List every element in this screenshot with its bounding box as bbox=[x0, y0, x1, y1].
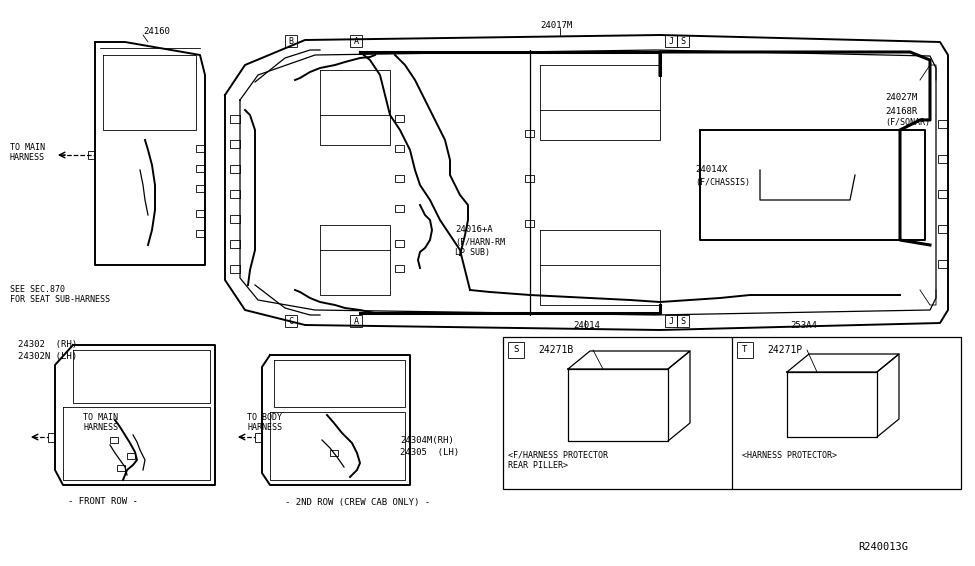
Bar bbox=[230, 240, 240, 248]
Bar bbox=[117, 465, 125, 471]
Bar bbox=[350, 315, 362, 327]
Text: C: C bbox=[289, 318, 293, 327]
Text: 24304M(RH): 24304M(RH) bbox=[400, 435, 453, 444]
Bar bbox=[48, 433, 55, 442]
Bar bbox=[230, 115, 240, 123]
Text: SEE SEC.870: SEE SEC.870 bbox=[10, 285, 65, 294]
Text: - 2ND ROW (CREW CAB ONLY) -: - 2ND ROW (CREW CAB ONLY) - bbox=[285, 498, 430, 507]
Bar bbox=[230, 190, 240, 198]
Text: 24014X: 24014X bbox=[695, 165, 727, 174]
Text: S: S bbox=[513, 345, 519, 354]
Text: (F/SONAR): (F/SONAR) bbox=[885, 118, 930, 127]
Text: J: J bbox=[669, 37, 674, 46]
Text: HARNESS: HARNESS bbox=[247, 423, 282, 432]
Bar bbox=[395, 205, 404, 212]
Bar bbox=[525, 130, 534, 137]
Text: <HARNESS PROTECTOR>: <HARNESS PROTECTOR> bbox=[742, 451, 837, 460]
Bar bbox=[285, 35, 297, 47]
Text: T: T bbox=[742, 345, 748, 354]
Bar bbox=[938, 120, 948, 128]
Text: HARNESS: HARNESS bbox=[10, 153, 45, 162]
Text: R240013G: R240013G bbox=[858, 542, 908, 552]
Text: FOR SEAT SUB-HARNESS: FOR SEAT SUB-HARNESS bbox=[10, 295, 110, 305]
Bar bbox=[230, 215, 240, 223]
Bar bbox=[395, 145, 404, 152]
Bar bbox=[665, 315, 677, 327]
Bar bbox=[285, 315, 297, 327]
Bar bbox=[525, 220, 534, 227]
Text: S: S bbox=[681, 318, 685, 327]
Bar bbox=[395, 240, 404, 247]
Bar bbox=[665, 35, 677, 47]
Bar bbox=[196, 185, 204, 192]
Text: 24016+A: 24016+A bbox=[455, 225, 492, 234]
Bar bbox=[938, 260, 948, 268]
Bar bbox=[938, 225, 948, 233]
Text: 24168R: 24168R bbox=[885, 108, 917, 117]
Bar bbox=[503, 337, 961, 489]
Text: 24271P: 24271P bbox=[767, 345, 802, 355]
Bar bbox=[938, 155, 948, 163]
Bar bbox=[230, 265, 240, 273]
Bar bbox=[110, 437, 118, 443]
Bar bbox=[330, 450, 338, 456]
Bar bbox=[255, 433, 262, 442]
Bar bbox=[677, 315, 689, 327]
Bar bbox=[230, 140, 240, 148]
Text: 24305  (LH): 24305 (LH) bbox=[400, 448, 459, 457]
Text: J: J bbox=[669, 318, 674, 327]
Text: 24014: 24014 bbox=[573, 320, 600, 329]
Bar bbox=[395, 115, 404, 122]
Bar bbox=[196, 165, 204, 172]
Text: <F/HARNESS PROTECTOR: <F/HARNESS PROTECTOR bbox=[508, 451, 608, 460]
Text: 24017M: 24017M bbox=[540, 22, 572, 31]
Bar bbox=[737, 342, 753, 358]
Text: 24302N (LH): 24302N (LH) bbox=[18, 353, 77, 362]
Text: HARNESS: HARNESS bbox=[83, 423, 118, 432]
Text: B: B bbox=[289, 37, 293, 46]
Bar bbox=[525, 175, 534, 182]
Bar bbox=[938, 190, 948, 198]
Text: (F/HARN-RM: (F/HARN-RM bbox=[455, 238, 505, 247]
Text: TO MAIN: TO MAIN bbox=[83, 413, 118, 422]
Text: REAR PILLER>: REAR PILLER> bbox=[508, 461, 568, 470]
Text: 24271B: 24271B bbox=[538, 345, 573, 355]
Text: 24027M: 24027M bbox=[885, 93, 917, 102]
Text: S: S bbox=[681, 37, 685, 46]
Text: A: A bbox=[354, 37, 359, 46]
Bar bbox=[196, 210, 204, 217]
Text: 24302  (RH): 24302 (RH) bbox=[18, 341, 77, 349]
Text: A: A bbox=[354, 318, 359, 327]
Bar bbox=[196, 145, 204, 152]
Text: 24160: 24160 bbox=[143, 28, 170, 36]
Bar bbox=[88, 151, 95, 159]
Bar bbox=[230, 165, 240, 173]
Bar bbox=[196, 230, 204, 237]
Bar bbox=[350, 35, 362, 47]
Text: - FRONT ROW -: - FRONT ROW - bbox=[68, 498, 137, 507]
Bar bbox=[395, 175, 404, 182]
Bar bbox=[395, 265, 404, 272]
Text: LP SUB): LP SUB) bbox=[455, 248, 490, 258]
Bar bbox=[127, 453, 135, 459]
Text: (F/CHASSIS): (F/CHASSIS) bbox=[695, 178, 750, 187]
Bar bbox=[508, 342, 524, 358]
Text: TO MAIN: TO MAIN bbox=[10, 144, 45, 152]
Bar bbox=[677, 35, 689, 47]
Text: TO BODY: TO BODY bbox=[247, 413, 282, 422]
Text: 253A4: 253A4 bbox=[790, 320, 817, 329]
